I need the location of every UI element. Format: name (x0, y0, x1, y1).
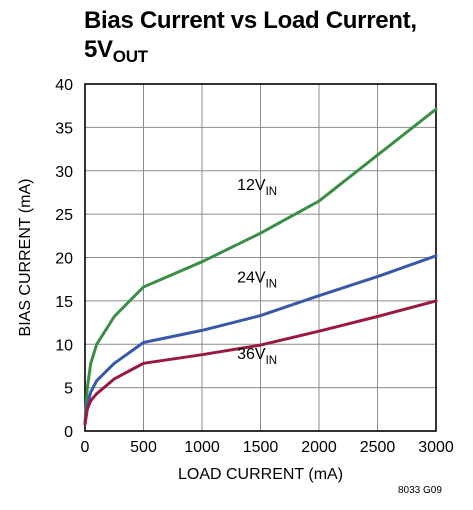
y-tick-label: 15 (55, 294, 73, 311)
y-tick-label: 10 (55, 337, 73, 354)
series-annotation-3: 36VIN (237, 346, 277, 367)
x-tick-label: 0 (81, 439, 90, 456)
y-axis-label: BIAS CURRENT (mA) (17, 179, 34, 337)
y-tick-label: 40 (55, 77, 73, 94)
y-tick-label: 25 (55, 207, 73, 224)
x-axis-label: LOAD CURRENT (mA) (178, 466, 343, 483)
y-tick-label: 20 (55, 251, 73, 268)
y-tick-label: 30 (55, 164, 73, 181)
grid (85, 84, 436, 431)
series-annotations: 12VIN 24VIN 36VIN (237, 177, 277, 367)
series-line-2 (83, 254, 438, 426)
y-axis-ticks: 0 5 10 15 20 25 30 35 40 (55, 77, 73, 441)
chart-title-line1: Bias Current vs Load Current, (84, 7, 417, 34)
series-group (83, 107, 438, 426)
x-axis-ticks: 0 500 1000 1500 2000 2500 3000 (81, 439, 454, 456)
x-tick-label: 500 (130, 439, 157, 456)
series-line-3 (83, 299, 438, 426)
y-tick-label: 5 (64, 381, 73, 398)
y-tick-label: 0 (64, 424, 73, 441)
chart-title: Bias Current vs Load Current, 5VOUT (84, 6, 417, 66)
figure-code: 8033 G09 (398, 485, 442, 496)
x-tick-label: 1000 (184, 439, 220, 456)
x-tick-label: 1500 (243, 439, 279, 456)
x-tick-label: 2500 (360, 439, 396, 456)
series-annotation-1: 12VIN (237, 177, 277, 198)
y-tick-label: 35 (55, 120, 73, 137)
x-tick-label: 2000 (301, 439, 337, 456)
x-tick-label: 3000 (418, 439, 454, 456)
plot-frame (84, 83, 437, 432)
series-line-1 (83, 107, 438, 426)
chart-title-line2: 5V (84, 36, 113, 63)
series-annotation-2: 24VIN (237, 270, 277, 291)
chart-title-line2-subscript: OUT (112, 47, 148, 66)
